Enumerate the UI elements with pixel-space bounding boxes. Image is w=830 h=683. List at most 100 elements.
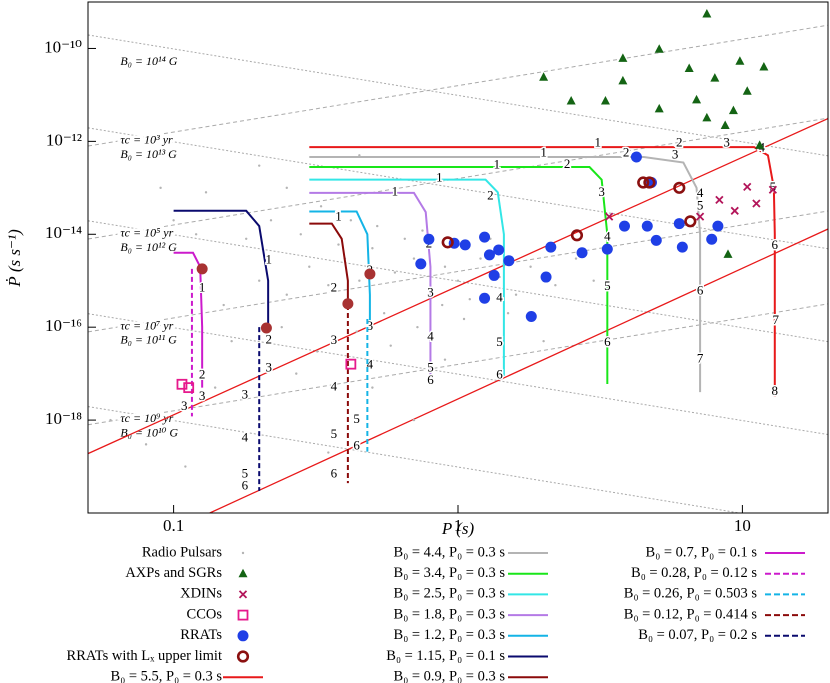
track-step-label: 1 bbox=[199, 279, 206, 294]
b-field-label: B₀ = 10¹¹ G bbox=[120, 333, 177, 347]
track-step-label: 7 bbox=[697, 351, 704, 366]
pulsar-point bbox=[194, 233, 198, 236]
axp-point bbox=[710, 73, 720, 82]
b-field-label: B₀ = 10¹⁴ G bbox=[120, 54, 177, 68]
rrat-point bbox=[196, 263, 208, 275]
b-field-line bbox=[88, 127, 828, 250]
legend-label: B₀ = 0.7, P₀ = 0.1 s bbox=[646, 544, 758, 560]
evolution-track bbox=[309, 178, 505, 376]
track-step-label: 5 bbox=[697, 197, 704, 212]
cco-point bbox=[176, 378, 188, 390]
rrat-point bbox=[641, 220, 653, 232]
track-step-label: 8 bbox=[772, 383, 779, 398]
track-step-label: 1 bbox=[540, 144, 547, 159]
y-tick-label: 10⁻¹⁰ bbox=[44, 37, 82, 56]
pulsar-point bbox=[371, 386, 374, 389]
legend-label: Radio Pulsars bbox=[142, 544, 223, 560]
track-step-label: 2 bbox=[676, 134, 683, 149]
pulsar-point bbox=[456, 279, 460, 282]
pulsar-point bbox=[285, 186, 288, 190]
y-tick-label: 10⁻¹⁴ bbox=[45, 223, 82, 242]
track-step-label: 3 bbox=[181, 398, 188, 413]
track-step-label: 5 bbox=[242, 465, 249, 480]
cco-point bbox=[345, 358, 357, 370]
track-step-label: 4 bbox=[331, 379, 338, 394]
legend-label: B₀ = 0.07, P₀ = 0.2 s bbox=[638, 627, 757, 643]
track-step-label: 1 bbox=[594, 134, 601, 149]
xdin-point bbox=[768, 185, 778, 194]
pulsar-point bbox=[592, 279, 595, 282]
rrat-point bbox=[459, 239, 471, 251]
pulsar-point bbox=[280, 325, 283, 329]
pulsar-point bbox=[308, 265, 311, 268]
track-step-label: 3 bbox=[367, 318, 374, 333]
pulsar-point bbox=[295, 372, 298, 375]
rrat-point bbox=[576, 247, 588, 259]
rrat-limit-point bbox=[643, 176, 656, 189]
track-step-label: 6 bbox=[496, 367, 503, 382]
age-label: τc = 10³ yr bbox=[120, 133, 173, 147]
evolution-track bbox=[173, 209, 270, 328]
track-step-label: 2 bbox=[199, 367, 206, 382]
rrat-point bbox=[503, 255, 515, 267]
rrat-point bbox=[630, 151, 642, 163]
track-step-label: 3 bbox=[598, 184, 605, 199]
rrat-point bbox=[525, 310, 537, 322]
pulsar-point bbox=[245, 237, 248, 240]
track-step-label: 6 bbox=[331, 465, 338, 480]
rrat-point bbox=[650, 234, 662, 246]
track-step-label: 1 bbox=[335, 207, 342, 222]
track-step-label: 1 bbox=[265, 252, 272, 267]
pulsar-point bbox=[222, 303, 225, 307]
legend-label: B₀ = 1.8, P₀ = 0.3 s bbox=[394, 606, 506, 622]
track-step-label: 6 bbox=[427, 372, 434, 387]
legend-label: B₀ = 0.12, P₀ = 0.414 s bbox=[624, 606, 758, 622]
b-field-label: B₀ = 10¹² G bbox=[120, 240, 177, 254]
legend-label: B₀ = 0.28, P₀ = 0.12 s bbox=[631, 565, 757, 581]
pulsar-point bbox=[514, 293, 518, 296]
b-field-line bbox=[88, 313, 828, 436]
pulsar-point bbox=[506, 311, 510, 315]
age-label: τc = 10⁵ yr bbox=[120, 225, 173, 239]
legend-label: B₀ = 0.26, P₀ = 0.503 s bbox=[624, 586, 758, 602]
evolution-track bbox=[309, 191, 432, 381]
track-step-label: 2 bbox=[331, 279, 338, 294]
track-step-label: 2 bbox=[265, 331, 272, 346]
rrat-point bbox=[601, 243, 613, 255]
rrat-point bbox=[483, 249, 495, 261]
rrat-point bbox=[342, 298, 354, 310]
axp-point bbox=[742, 86, 752, 95]
axp-point bbox=[735, 56, 745, 65]
xdin-point bbox=[743, 182, 752, 191]
rrat-point bbox=[673, 218, 685, 230]
axp-point bbox=[566, 95, 576, 105]
rrat-limit-point bbox=[441, 236, 454, 249]
pulsar-point bbox=[382, 311, 386, 315]
plot-area: B₀ = 10¹⁴ G B₀ = 10¹³ G B₀ = 10¹² G B₀ = 10… bbox=[88, 24, 828, 513]
cco-point bbox=[237, 609, 249, 621]
track-step-label: 3 bbox=[242, 386, 249, 401]
pulsar-point bbox=[184, 465, 187, 468]
age-line bbox=[88, 24, 828, 147]
pulsar-point bbox=[393, 271, 397, 274]
rrat-point bbox=[712, 220, 724, 232]
age-line bbox=[88, 303, 828, 426]
pulsar-point bbox=[416, 325, 419, 329]
pulsar-point bbox=[412, 418, 416, 422]
legend-label: B₀ = 3.4, P₀ = 0.3 s bbox=[394, 565, 506, 581]
rrat-point bbox=[493, 244, 505, 256]
pulsar-point bbox=[204, 191, 208, 194]
rrat-point bbox=[706, 233, 718, 245]
pulsar-point bbox=[316, 350, 319, 353]
age-line bbox=[88, 117, 828, 240]
pulsar-point bbox=[349, 219, 353, 222]
legend-label: B₀ = 4.4, P₀ = 0.3 s bbox=[394, 544, 506, 560]
pulsar-point bbox=[462, 317, 466, 321]
axp-point bbox=[720, 120, 730, 129]
axp-point bbox=[702, 112, 712, 122]
track-step-label: 3 bbox=[265, 359, 272, 374]
pulsar-point bbox=[574, 257, 578, 260]
track-step-label: 1 bbox=[335, 208, 342, 223]
rrat-point bbox=[364, 268, 376, 280]
track-step-label: 5 bbox=[427, 359, 434, 374]
